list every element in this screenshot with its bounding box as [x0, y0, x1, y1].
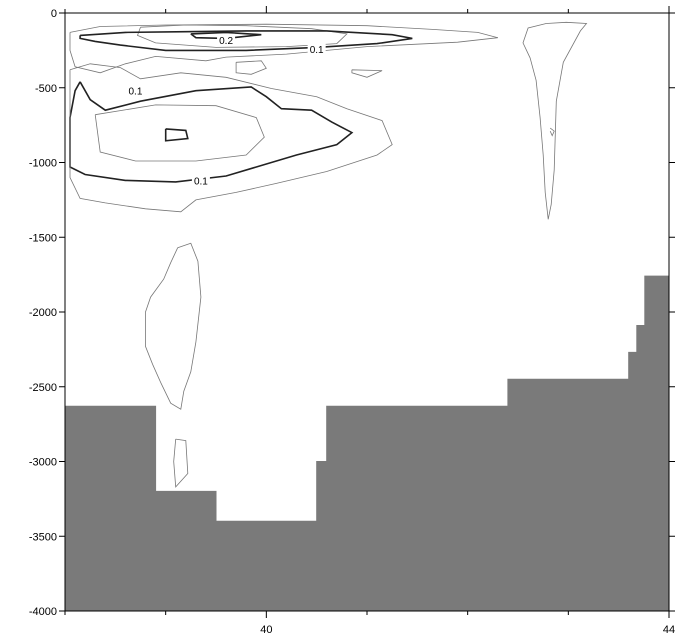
- contour-label-2: 0.1: [129, 87, 143, 98]
- contour-line-6: [351, 69, 383, 78]
- contour-lines: [69, 21, 588, 488]
- y-tick-label-5: -2500: [29, 382, 57, 394]
- contour-line-2: [79, 30, 413, 52]
- y-tick-label-3: -1500: [29, 232, 57, 244]
- y-tick-label-4: -2000: [29, 307, 57, 319]
- y-tick-label-1: -500: [35, 83, 57, 95]
- contour-label-bg-1: [307, 42, 326, 54]
- contour-line-5: [235, 60, 267, 75]
- y-tick-label-6: -3000: [29, 457, 57, 469]
- y-tick-label-7: -3500: [29, 531, 57, 543]
- contour-line-3: [69, 23, 499, 74]
- contour-line-8: [94, 104, 265, 162]
- y-tick-label-8: -4000: [29, 606, 57, 618]
- contour-label-bg-2: [126, 84, 145, 96]
- bathymetry-polygon: [64, 275, 670, 612]
- x-tick-label-0: 40: [260, 624, 272, 636]
- contour-labels: 0.2 0.1 0.1 0.1: [126, 33, 326, 187]
- contour-label-0: 0.2: [219, 36, 233, 47]
- contour-label-bg-0: [217, 33, 236, 45]
- contour-label-1: 0.1: [310, 45, 324, 56]
- y-tick-label-2: -1000: [29, 158, 57, 170]
- contour-line-12: [173, 438, 189, 488]
- contour-line-13: [549, 127, 555, 137]
- axes: 0 -500 -1000 -1500 -2000 -2500 -3000 -3500 -4000…: [29, 6, 675, 636]
- contour-line-1: [136, 24, 348, 48]
- contour-label-3: 0.1: [194, 176, 208, 187]
- contour-line-0: [190, 31, 262, 40]
- contour-line-7: [69, 81, 354, 183]
- contour-line-9: [164, 128, 189, 142]
- x-tick-label-1: 44: [663, 624, 675, 636]
- bathymetry-layer: [64, 275, 670, 612]
- contour-line-11: [145, 242, 202, 410]
- contour-label-bg-3: [191, 174, 210, 186]
- y-tick-label-0: 0: [51, 8, 57, 20]
- contour-line-10: [69, 63, 393, 213]
- contour-line-4: [522, 21, 588, 220]
